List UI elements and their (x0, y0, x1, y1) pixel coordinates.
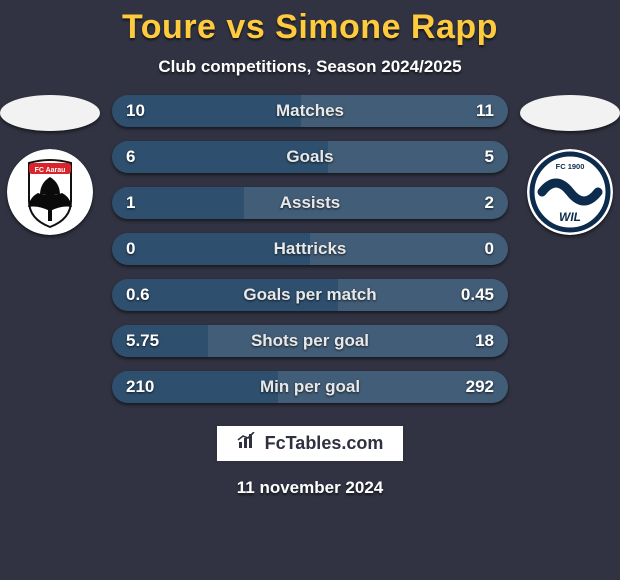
stat-label: Hattricks (112, 233, 508, 265)
page-title: Toure vs Simone Rapp (122, 8, 498, 47)
svg-text:WIL: WIL (559, 210, 581, 224)
svg-text:FC Aarau: FC Aarau (35, 167, 66, 174)
subtitle: Club competitions, Season 2024/2025 (158, 57, 461, 77)
stat-value-left: 6 (126, 141, 135, 173)
stat-value-right: 11 (476, 95, 494, 127)
stat-bars: Matches10 11 Goals6 5 Assists1 2 Hattricks0 0 Go… (112, 95, 508, 403)
stat-row: Shots per goal5.75 18 (112, 325, 508, 357)
svg-text:FC 1900: FC 1900 (556, 162, 585, 171)
club-badge-right-svg: FC 1900 WIL (527, 149, 613, 235)
chart-icon (237, 432, 257, 455)
stat-row: Min per goal210 292 (112, 371, 508, 403)
stat-label: Assists (112, 187, 508, 219)
stat-row: Assists1 2 (112, 187, 508, 219)
date-text: 11 november 2024 (237, 478, 383, 498)
stat-row: Matches10 11 (112, 95, 508, 127)
stat-value-left: 1 (126, 187, 135, 219)
club-badge-left: FC Aarau (7, 149, 93, 235)
stat-label: Min per goal (112, 371, 508, 403)
stat-value-right: 0.45 (461, 279, 494, 311)
stat-label: Matches (112, 95, 508, 127)
stat-value-left: 0 (126, 233, 135, 265)
comparison-card: Toure vs Simone Rapp Club competitions, … (0, 0, 620, 580)
stat-row: Goals6 5 (112, 141, 508, 173)
stat-row: Hattricks0 0 (112, 233, 508, 265)
comparison-body: FC Aarau Matches10 11 Goals6 5 Assists1 2 Hatt… (0, 95, 620, 403)
club-badge-right: FC 1900 WIL (527, 149, 613, 235)
club-badge-left-svg: FC Aarau (7, 149, 93, 235)
stat-value-right: 18 (475, 325, 494, 357)
stat-value-right: 292 (466, 371, 494, 403)
stat-value-right: 2 (485, 187, 494, 219)
stat-row: Goals per match0.6 0.45 (112, 279, 508, 311)
stat-value-left: 0.6 (126, 279, 150, 311)
stat-value-left: 210 (126, 371, 154, 403)
stat-value-right: 0 (485, 233, 494, 265)
right-side: FC 1900 WIL (520, 95, 620, 235)
brand-text: FcTables.com (265, 433, 384, 454)
stat-label: Goals (112, 141, 508, 173)
player-photo-placeholder-left (0, 95, 100, 131)
stat-label: Shots per goal (112, 325, 508, 357)
stat-label: Goals per match (112, 279, 508, 311)
brand-badge: FcTables.com (214, 423, 407, 464)
stat-value-left: 5.75 (126, 325, 159, 357)
stat-value-right: 5 (485, 141, 494, 173)
left-side: FC Aarau (0, 95, 100, 235)
stat-value-left: 10 (126, 95, 145, 127)
player-photo-placeholder-right (520, 95, 620, 131)
